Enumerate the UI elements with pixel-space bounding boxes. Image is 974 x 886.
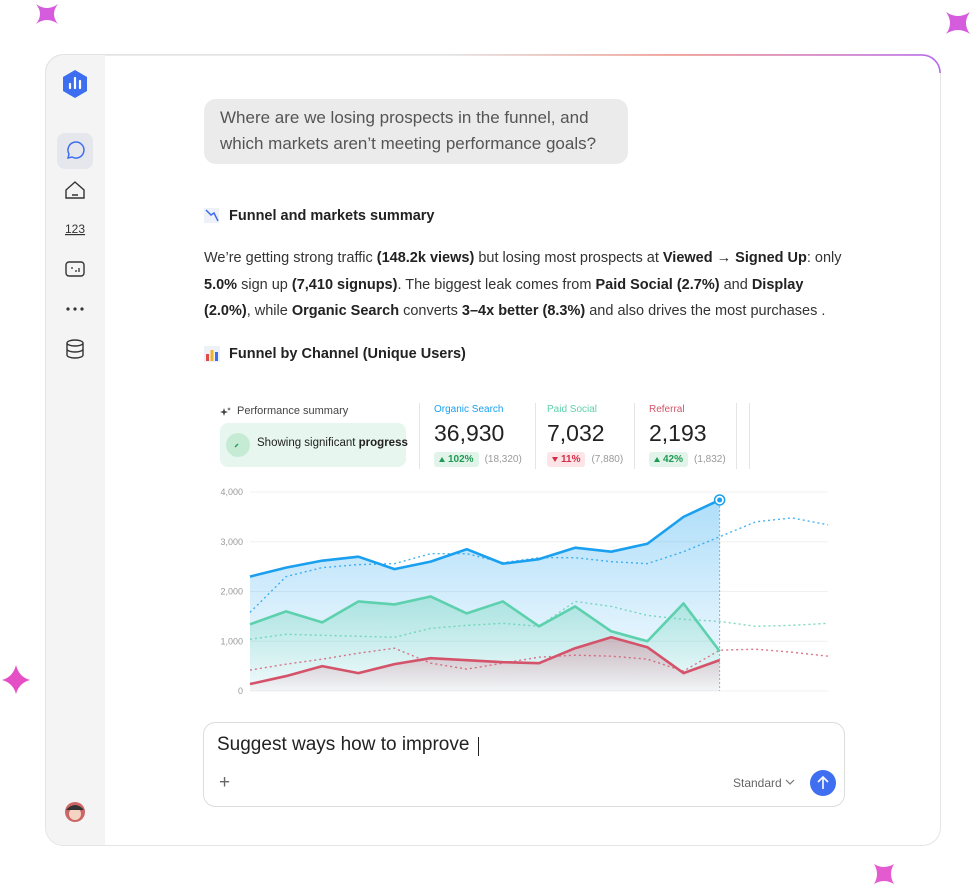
kpi-change: 11% [547, 452, 586, 467]
icon-bar [215, 352, 218, 361]
hover-marker-dot [717, 497, 723, 503]
kpi-baseline: (7,880) [591, 454, 624, 465]
kpi-change: 42% [649, 452, 689, 467]
sparkle [946, 12, 970, 34]
kpi-change-row: 42% (1,832) [649, 452, 726, 467]
kpi-name: Referral [649, 404, 685, 415]
kpi-change-value: 11% [561, 454, 581, 465]
paragraph-segment: We’re getting strong traffic [204, 250, 377, 266]
y-tick-label: 1,000 [220, 636, 243, 646]
y-tick-label: 4,000 [220, 487, 243, 497]
paragraph-segment: 3–4x better (8.3%) [461, 303, 586, 319]
trend-arrow [654, 457, 660, 462]
icon-bar [210, 350, 214, 361]
kpi-baseline: (1,832) [694, 454, 726, 465]
paragraph-segment: (148.2k views) [376, 250, 475, 266]
comparison-line [249, 517, 829, 613]
composer-text[interactable]: Suggest ways how to improve [217, 734, 470, 755]
status-box [220, 423, 406, 467]
summary-paragraph: We’re getting strong traffic (148.2k vie… [204, 245, 852, 325]
nav-chat-icon[interactable] [66, 141, 85, 160]
y-tick-label: 3,000 [220, 537, 243, 547]
sparkle [2, 665, 30, 694]
icon-bar [206, 354, 209, 361]
avatar-hair [66, 805, 84, 810]
nav-report-glyph [71, 267, 80, 272]
paragraph-segment: Display (2.0%) [204, 276, 804, 320]
series-line [249, 635, 721, 686]
paragraph-segment: and also drives the most purchases . [585, 303, 826, 319]
kpi-change-value: 102% [448, 454, 474, 465]
avatar-face [69, 808, 81, 820]
perf-status: Showing significant progress [257, 437, 408, 449]
paragraph-segment: . The biggest leak comes from [397, 276, 596, 293]
kpi-change-row: 11% (7,880) [547, 452, 623, 467]
y-tick-label: 0 [238, 686, 243, 696]
composer[interactable] [203, 722, 845, 807]
kpi-change: 102% [434, 452, 479, 467]
kpi-dividers [419, 403, 750, 469]
mode-select[interactable]: Standard [733, 776, 782, 790]
kpi-value: 7,032 [547, 420, 605, 446]
kpi-value: 36,930 [434, 420, 505, 446]
perf-status-text: Showing significant [257, 437, 359, 449]
series-area [250, 637, 720, 691]
mode-chevron[interactable] [785, 779, 795, 785]
paragraph-segment: Paid Social (2.7%) [595, 276, 720, 293]
trend-arrow [439, 457, 445, 462]
nav-active[interactable] [57, 133, 93, 169]
kpi-name: Paid Social [547, 404, 598, 415]
paragraph-segment: and [719, 276, 752, 293]
nav-home-icon[interactable] [65, 181, 85, 199]
trend-arrow [552, 457, 558, 462]
user-question: Where are we losing prospects in the fun… [204, 99, 628, 164]
kpi-value: 2,193 [649, 420, 707, 446]
paragraph-segment: converts [399, 303, 462, 319]
paragraph-segment: (7,410 signups) [291, 276, 398, 293]
nav-data-icon[interactable] [66, 339, 84, 359]
nav-report-icon[interactable] [65, 261, 85, 277]
sidebar [46, 55, 105, 845]
send-arrow [817, 775, 829, 789]
paragraph-segment: Organic Search [291, 303, 400, 319]
series-line [249, 498, 721, 578]
kpi-name: Organic Search [434, 404, 504, 415]
paragraph-segment: but losing most prospects at [474, 250, 663, 266]
chart-down-line [205, 209, 219, 222]
series-line [249, 595, 721, 652]
comparison-line [249, 647, 829, 672]
summary-heading: Funnel and markets summary [229, 208, 435, 224]
perf-status-strong: progress [358, 437, 408, 449]
kpi-change-value: 42% [663, 454, 684, 465]
y-tick-label: 2,000 [220, 587, 243, 597]
paragraph-segment: : only [806, 250, 842, 266]
kpi-baseline: (18,320) [484, 454, 522, 465]
paragraph-segment: Viewed → Signed Up [662, 250, 807, 266]
sparkle [874, 864, 894, 884]
paragraph-segment: sign up [237, 276, 292, 293]
paragraph-segment: , while [246, 303, 292, 319]
chart-heading: Funnel by Channel (Unique Users) [229, 346, 466, 362]
nav-more-icon[interactable] [66, 307, 84, 311]
sparkle-icon [220, 407, 231, 416]
nav-numbers-icon[interactable]: 123 [65, 222, 85, 236]
paragraph-segment: 5.0% [204, 276, 238, 293]
line-chart: 0 1,000 2,000 3,000 4,000 [220, 487, 829, 696]
add-button[interactable]: + [219, 772, 231, 793]
kpi-change-row: 102% (18,320) [434, 452, 522, 467]
sparkle [36, 4, 58, 24]
logo-glyph [68, 76, 82, 90]
status-glyph [234, 443, 239, 448]
perf-label: Performance summary [237, 405, 349, 417]
